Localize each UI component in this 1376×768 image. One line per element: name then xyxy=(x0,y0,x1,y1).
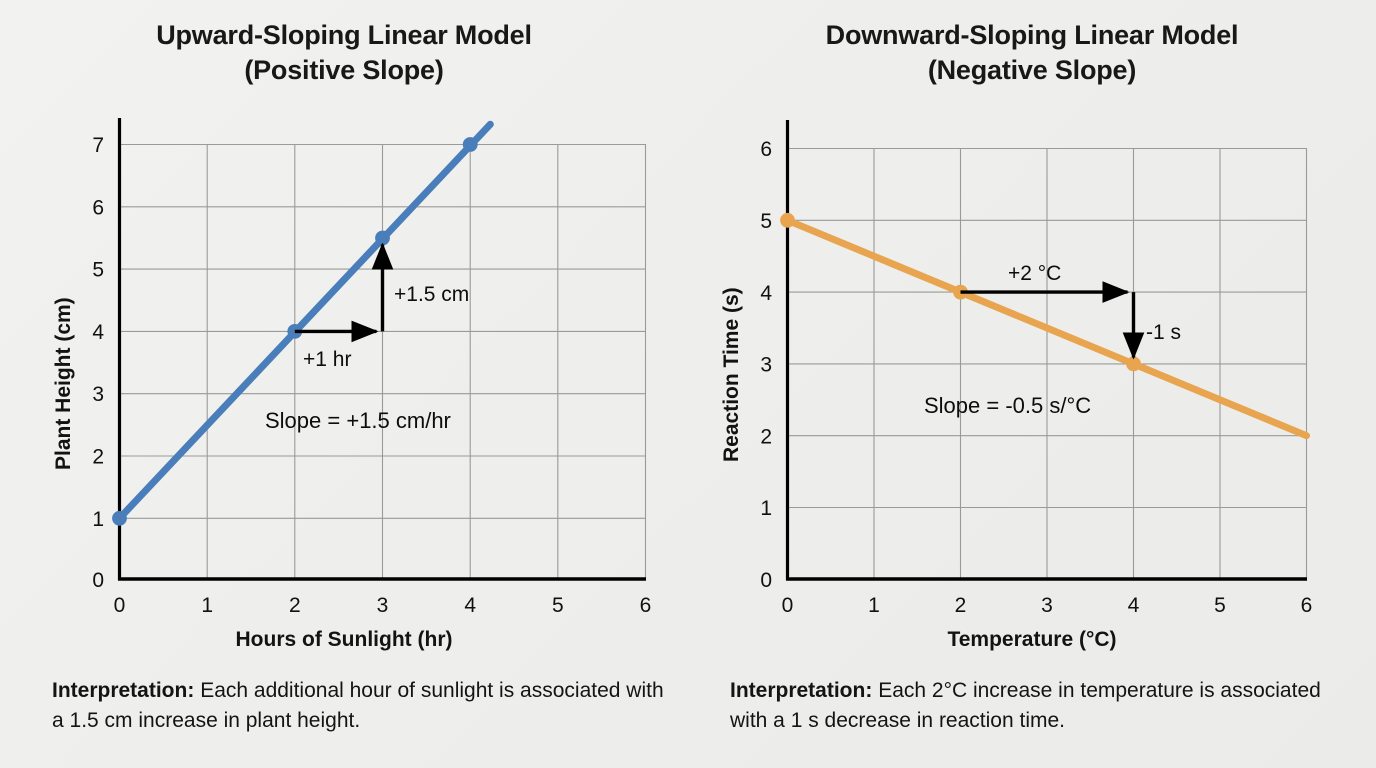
interpretation-upward: Interpretation: Each additional hour of … xyxy=(52,676,668,736)
y-tick-label: 1 xyxy=(760,497,772,520)
y-tick-label: 1 xyxy=(92,508,104,531)
x-tick-label: 2 xyxy=(289,594,301,617)
run-arrow-label-upward: +1 hr xyxy=(303,348,351,371)
x-tick-label: 1 xyxy=(201,594,213,617)
y-axis-title-upward: Plant Height (cm) xyxy=(52,297,75,470)
x-tick-label: 3 xyxy=(377,594,389,617)
y-tick-label: 0 xyxy=(760,569,772,592)
series-markers-upward xyxy=(112,137,478,526)
rise-arrow-label-upward: +1.5 cm xyxy=(394,283,469,306)
data-point xyxy=(780,212,795,228)
chart-title-downward-line2: (Negative Slope) xyxy=(927,55,1137,85)
data-point xyxy=(1126,356,1141,372)
interpretation-lead-downward: Interpretation: xyxy=(730,679,873,702)
x-tick-label: 4 xyxy=(464,594,476,617)
interpretation-lead-upward: Interpretation: xyxy=(52,679,195,702)
x-tick-label: 3 xyxy=(1041,594,1053,617)
interpretation-text-upward: Each additional hour of sunlight is asso… xyxy=(52,679,664,732)
data-point xyxy=(462,137,478,152)
x-axis-title-downward: Temperature (°C) xyxy=(947,628,1117,651)
y-tick-label: 2 xyxy=(92,446,104,469)
plot-upward-sloping: +1 hr +1.5 cm Slope = +1.5 cm/hr 0 1 2 3… xyxy=(92,118,652,617)
data-point xyxy=(112,510,127,526)
panel-downward-sloping: Downward-Sloping Linear Model (Negative … xyxy=(688,0,1376,768)
x-tick-labels-upward: 0 1 2 3 4 5 6 xyxy=(114,594,652,617)
y-tick-label: 5 xyxy=(92,259,104,282)
data-point xyxy=(375,230,390,246)
interpretation-text-downward: Each 2°C increase in temperature is asso… xyxy=(730,679,1321,732)
series-line-upward xyxy=(116,120,494,522)
y-tick-label: 0 xyxy=(92,569,104,592)
y-tick-label: 5 xyxy=(760,210,772,233)
chart-title-downward-line1: Downward-Sloping Linear Model xyxy=(825,20,1239,50)
panel-upward-sloping: Upward-Sloping Linear Model (Positive Sl… xyxy=(0,18,688,736)
chart-title-upward-line2: (Positive Slope) xyxy=(244,55,444,85)
y-tick-label: 3 xyxy=(92,383,104,406)
y-tick-label: 4 xyxy=(760,282,772,305)
x-tick-label: 1 xyxy=(868,594,880,617)
x-axis-title-upward: Hours of Sunlight (hr) xyxy=(235,628,453,651)
gridlines-vertical-upward xyxy=(118,144,647,580)
x-tick-label: 4 xyxy=(1128,594,1140,617)
interpretation-downward: Interpretation: Each 2°C increase in tem… xyxy=(730,676,1346,736)
x-tick-label: 6 xyxy=(640,594,652,617)
series-line-downward xyxy=(784,216,1310,440)
x-tick-label: 0 xyxy=(782,594,794,617)
x-tick-label: 0 xyxy=(114,594,126,617)
x-tick-label: 5 xyxy=(552,594,564,617)
y-tick-label: 3 xyxy=(760,354,772,377)
chart-title-downward: Downward-Sloping Linear Model (Negative … xyxy=(688,18,1376,88)
slope-label-downward: Slope = -0.5 s/°C xyxy=(924,393,1091,418)
y-tick-labels-upward: 0 1 2 3 4 5 6 7 xyxy=(92,134,104,592)
y-tick-label: 6 xyxy=(92,196,104,219)
slope-label-upward: Slope = +1.5 cm/hr xyxy=(265,408,451,433)
x-tick-label: 5 xyxy=(1214,594,1226,617)
run-arrow-label-downward: +2 °C xyxy=(1008,262,1061,285)
y-tick-label: 6 xyxy=(760,138,772,161)
plot-downward-sloping: +2 °C -1 s Slope = -0.5 s/°C 0 1 2 3 4 5… xyxy=(760,120,1313,617)
x-tick-label: 2 xyxy=(955,594,967,617)
y-tick-labels-downward: 0 1 2 3 4 5 6 xyxy=(760,138,772,592)
series-markers-downward xyxy=(780,212,1141,372)
chart-title-upward: Upward-Sloping Linear Model (Positive Sl… xyxy=(0,18,688,88)
y-axis-title-downward: Reaction Time (s) xyxy=(720,287,743,462)
y-tick-label: 4 xyxy=(92,321,104,344)
y-tick-label: 7 xyxy=(92,134,104,157)
x-tick-labels-downward: 0 1 2 3 4 5 6 xyxy=(782,594,1313,617)
rise-arrow-label-downward: -1 s xyxy=(1146,321,1181,344)
y-tick-label: 2 xyxy=(760,425,772,448)
x-tick-label: 6 xyxy=(1301,594,1313,617)
chart-title-upward-line1: Upward-Sloping Linear Model xyxy=(156,20,532,50)
